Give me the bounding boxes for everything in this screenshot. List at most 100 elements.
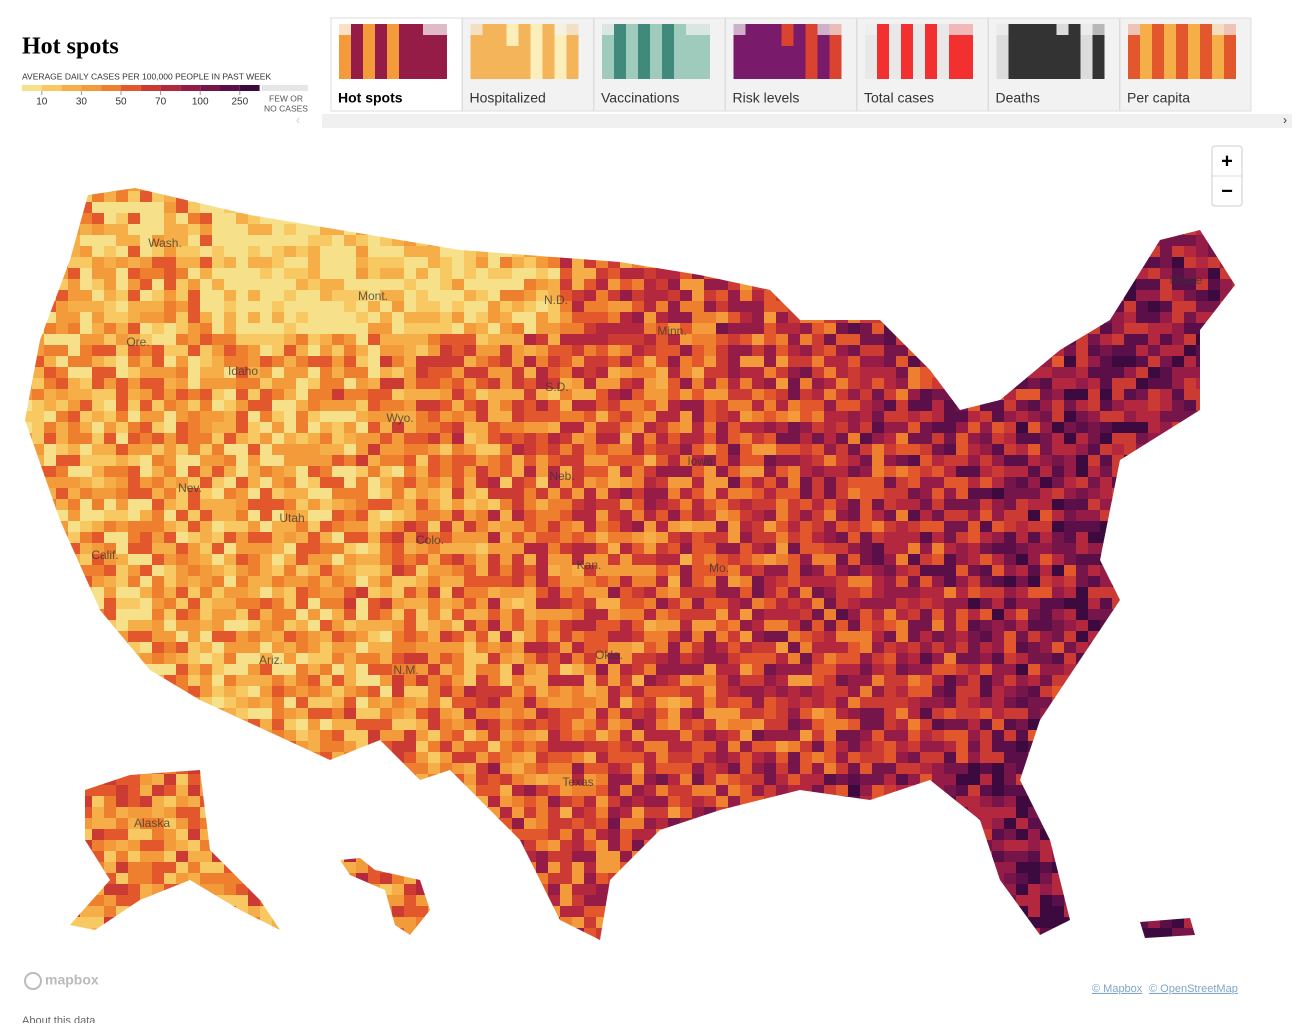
county <box>884 213 897 225</box>
county <box>620 268 633 280</box>
county <box>1124 389 1137 401</box>
county <box>728 488 741 500</box>
county <box>956 708 969 720</box>
county <box>1232 389 1235 401</box>
county <box>884 598 897 610</box>
county <box>212 631 225 643</box>
county <box>740 345 753 357</box>
county <box>1196 290 1209 302</box>
county <box>788 686 801 698</box>
county <box>212 444 225 456</box>
county <box>1172 466 1185 478</box>
county <box>104 620 117 632</box>
county <box>1184 598 1197 610</box>
county <box>272 422 285 434</box>
county <box>464 345 477 357</box>
county <box>500 587 513 599</box>
county <box>1136 246 1149 258</box>
county <box>812 675 825 687</box>
county <box>428 268 441 280</box>
county <box>872 411 885 423</box>
county <box>788 708 801 720</box>
county <box>740 188 753 192</box>
county <box>128 301 141 313</box>
county <box>392 708 405 720</box>
county <box>1052 653 1065 665</box>
county <box>920 488 933 500</box>
county <box>368 378 381 390</box>
county <box>1160 466 1173 478</box>
county <box>392 257 405 269</box>
county <box>344 246 357 258</box>
county <box>416 521 429 533</box>
county <box>260 268 273 280</box>
county <box>152 664 165 676</box>
county <box>560 609 573 621</box>
county <box>908 301 921 313</box>
county <box>1028 708 1041 720</box>
county <box>308 367 321 379</box>
county <box>884 367 897 379</box>
county <box>776 543 789 555</box>
county <box>68 466 81 478</box>
county <box>752 631 765 643</box>
county <box>1052 389 1065 401</box>
county <box>740 642 753 654</box>
county <box>956 477 969 489</box>
county <box>1016 188 1029 192</box>
county <box>1232 510 1235 522</box>
county <box>728 587 741 599</box>
county <box>428 345 441 357</box>
county <box>524 389 537 401</box>
county <box>32 301 45 313</box>
county <box>644 455 657 467</box>
county <box>248 675 261 687</box>
county <box>1196 631 1209 643</box>
county <box>860 488 873 500</box>
county <box>104 213 117 225</box>
county <box>1148 488 1161 500</box>
county <box>128 188 141 192</box>
county <box>440 188 453 192</box>
county <box>668 422 681 434</box>
county <box>752 444 765 456</box>
county <box>512 664 525 676</box>
county <box>188 301 201 313</box>
county <box>524 334 537 346</box>
county <box>356 609 369 621</box>
county <box>212 433 225 445</box>
county <box>476 598 489 610</box>
county <box>464 510 477 522</box>
county <box>416 587 429 599</box>
county <box>236 642 249 654</box>
county <box>152 235 165 247</box>
county <box>644 301 657 313</box>
county <box>104 257 117 269</box>
county <box>248 455 261 467</box>
county <box>284 631 297 643</box>
county <box>32 389 45 401</box>
county <box>596 246 609 258</box>
county <box>32 323 45 335</box>
county <box>872 510 885 522</box>
county <box>140 521 153 533</box>
county <box>800 521 813 533</box>
county <box>44 642 57 654</box>
county <box>92 345 105 357</box>
county <box>1004 312 1017 324</box>
county <box>1040 576 1053 588</box>
county <box>488 466 501 478</box>
county <box>956 257 969 269</box>
county <box>128 499 141 511</box>
county <box>764 367 777 379</box>
county <box>368 367 381 379</box>
county <box>548 378 561 390</box>
county <box>476 631 489 643</box>
county <box>44 257 57 269</box>
county <box>1196 576 1209 588</box>
county <box>44 686 57 698</box>
county <box>356 202 369 214</box>
county <box>272 708 285 720</box>
county <box>80 488 93 500</box>
county <box>812 257 825 269</box>
